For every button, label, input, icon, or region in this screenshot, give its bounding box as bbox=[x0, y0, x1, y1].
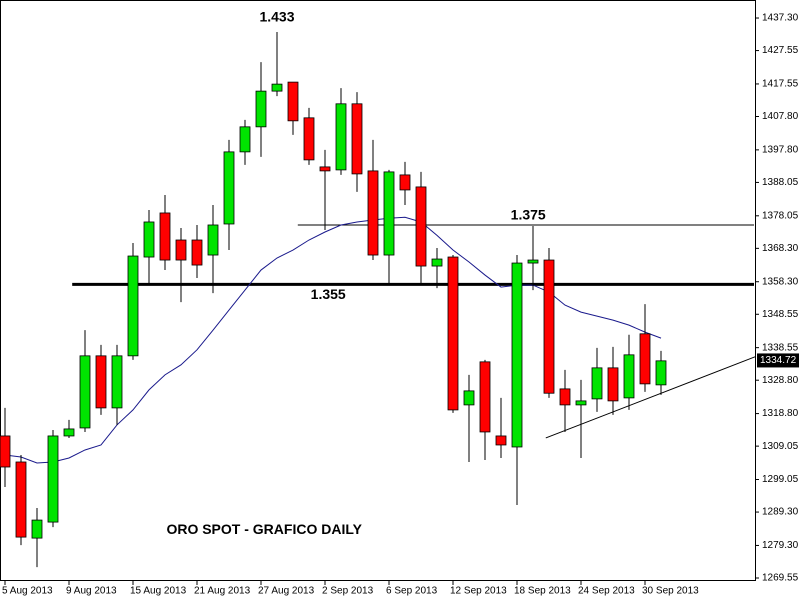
y-tick-label: 1338.55 bbox=[762, 342, 799, 353]
x-tick-label: 27 Aug 2013 bbox=[258, 586, 315, 597]
candle-body bbox=[527, 259, 539, 264]
candle-body bbox=[495, 435, 507, 446]
annotation: 1.433 bbox=[259, 9, 294, 25]
y-tick-label: 1417.55 bbox=[762, 79, 799, 90]
candle-body bbox=[479, 361, 491, 433]
candle-body bbox=[95, 355, 107, 409]
x-tick-label: 2 Sep 2013 bbox=[322, 586, 374, 597]
candle-body bbox=[511, 262, 523, 448]
x-tick-label: 5 Aug 2013 bbox=[2, 586, 53, 597]
candle-body bbox=[367, 170, 379, 256]
x-tick-label: 21 Aug 2013 bbox=[194, 586, 251, 597]
candle-body bbox=[463, 390, 475, 406]
candle-body bbox=[79, 355, 91, 429]
candle-body bbox=[559, 388, 571, 406]
candle-body bbox=[175, 239, 187, 261]
candle-body bbox=[287, 81, 299, 122]
x-tick-label: 18 Sep 2013 bbox=[514, 586, 571, 597]
annotation: 1.375 bbox=[511, 207, 546, 223]
candle-body bbox=[543, 259, 555, 394]
last-price-box bbox=[757, 353, 799, 368]
y-tick-label: 1397.80 bbox=[762, 145, 799, 156]
x-tick-label: 6 Sep 2013 bbox=[386, 586, 438, 597]
candle-body bbox=[63, 428, 75, 437]
candle-body bbox=[159, 212, 171, 261]
candle-body bbox=[31, 519, 43, 539]
y-tick-label: 1309.05 bbox=[762, 441, 799, 452]
x-tick-label: 12 Sep 2013 bbox=[450, 586, 507, 597]
candle-body bbox=[431, 258, 443, 267]
candle-body bbox=[591, 367, 603, 400]
y-tick-label: 1407.80 bbox=[762, 111, 799, 122]
candle-body bbox=[623, 354, 635, 399]
y-tick-label: 1378.05 bbox=[762, 210, 799, 221]
candle-body bbox=[303, 117, 315, 161]
y-tick-label: 1427.55 bbox=[762, 45, 799, 56]
candle-body bbox=[271, 83, 283, 92]
y-tick-label: 1279.30 bbox=[762, 540, 799, 551]
y-tick-label: 1328.80 bbox=[762, 375, 799, 386]
y-tick-label: 1348.55 bbox=[762, 309, 799, 320]
candle-body bbox=[255, 90, 267, 128]
candle-body bbox=[127, 255, 139, 357]
candle-body bbox=[207, 224, 219, 256]
candle-body bbox=[111, 355, 123, 409]
y-tick-label: 1437.30 bbox=[762, 13, 799, 24]
candle-body bbox=[639, 333, 651, 385]
y-tick-label: 1358.30 bbox=[762, 276, 799, 287]
candle-body bbox=[239, 126, 251, 153]
y-tick-label: 1299.05 bbox=[762, 474, 799, 485]
candle-body bbox=[575, 400, 587, 406]
candle-body bbox=[143, 221, 155, 258]
candle-body bbox=[399, 174, 411, 191]
candle-body bbox=[335, 103, 347, 171]
y-tick-label: 1388.05 bbox=[762, 177, 799, 188]
candle-body bbox=[655, 360, 667, 386]
candle-body bbox=[415, 186, 427, 267]
y-tick-label: 1269.55 bbox=[762, 573, 799, 584]
plot-frame bbox=[0, 0, 756, 581]
candle-body bbox=[47, 435, 59, 523]
y-tick-label: 1289.30 bbox=[762, 507, 799, 518]
candle-body bbox=[383, 171, 395, 256]
candle-body bbox=[223, 151, 235, 225]
x-tick-label: 24 Sep 2013 bbox=[578, 586, 635, 597]
candle-body bbox=[319, 166, 331, 172]
x-tick-label: 9 Aug 2013 bbox=[66, 586, 117, 597]
x-tick-label: 15 Aug 2013 bbox=[130, 586, 187, 597]
annotation: 1.355 bbox=[311, 286, 346, 302]
candle-body bbox=[607, 367, 619, 402]
annotation: ORO SPOT - GRAFICO DAILY bbox=[166, 521, 362, 537]
candle-body bbox=[191, 239, 203, 266]
last-price-label: 1334.72 bbox=[760, 355, 797, 366]
candle-body bbox=[0, 435, 11, 468]
y-tick-label: 1318.80 bbox=[762, 408, 799, 419]
candle-body bbox=[15, 461, 27, 538]
candle-body bbox=[447, 256, 459, 411]
candle-body bbox=[351, 103, 363, 175]
trendline bbox=[545, 356, 756, 439]
x-tick-label: 30 Sep 2013 bbox=[642, 586, 699, 597]
y-tick-label: 1368.30 bbox=[762, 243, 799, 254]
